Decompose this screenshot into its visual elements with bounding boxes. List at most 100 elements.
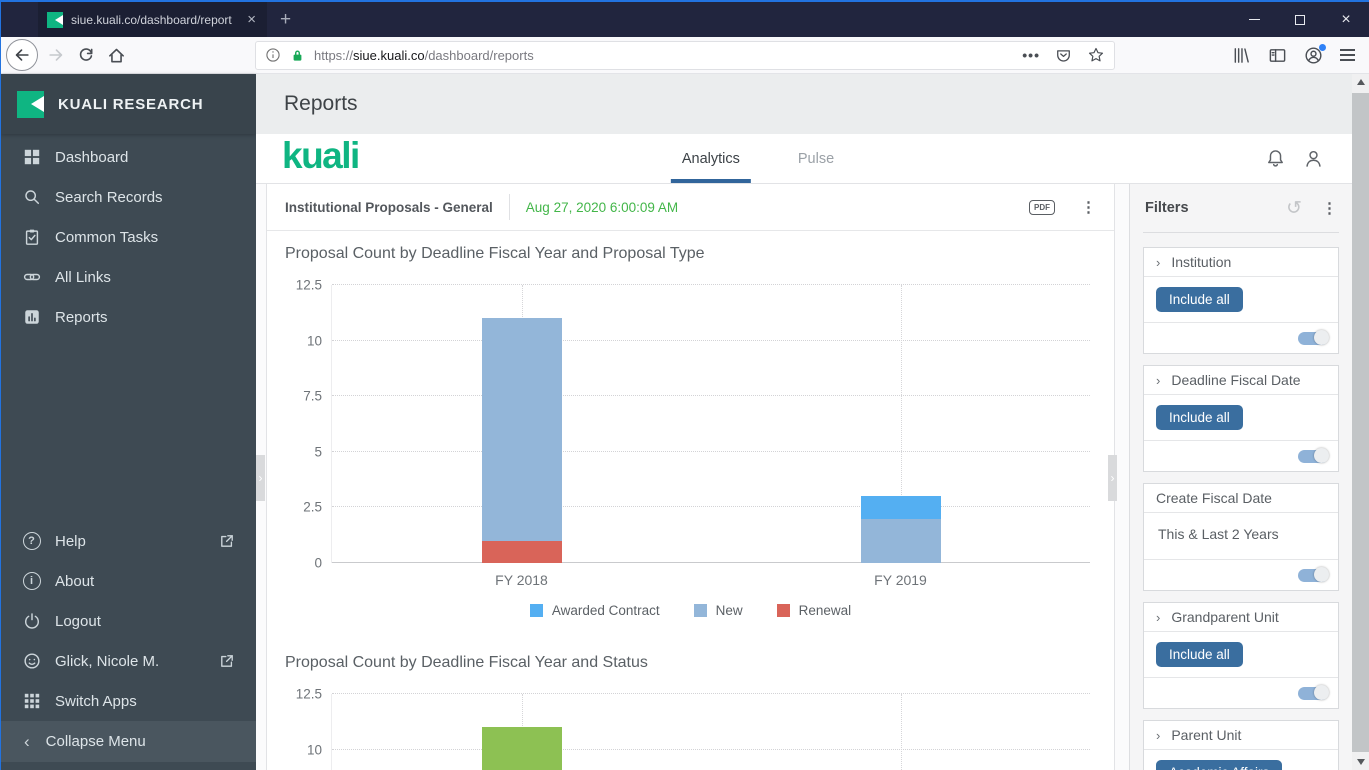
filter-toggle-switch[interactable]	[1298, 448, 1329, 463]
tab-pulse[interactable]: Pulse	[797, 150, 835, 167]
filter-card-body: This & Last 2 Years	[1144, 513, 1338, 560]
tab-close-icon[interactable]: ×	[247, 11, 256, 28]
browser-tab[interactable]: siue.kuali.co/dashboard/report ×	[38, 2, 267, 37]
sidebar-item-reports[interactable]: Reports	[1, 297, 256, 337]
help-icon: ?	[22, 532, 41, 550]
tab-title: siue.kuali.co/dashboard/report	[71, 12, 232, 27]
maximize-button[interactable]	[1277, 2, 1323, 37]
sidebar-item-glick-nicole-m[interactable]: Glick, Nicole M.	[1, 641, 256, 681]
y-tick-label: 2.5	[303, 499, 322, 515]
filter-value-chip[interactable]: Academic Affairs	[1156, 760, 1283, 770]
filter-toggle-switch[interactable]	[1298, 567, 1329, 582]
sidebar-footer-nav: ? Help i About Logout Glick, Nicole M. Switch …	[1, 518, 256, 721]
sidebar-item-about[interactable]: i About	[1, 561, 256, 601]
forward-button[interactable]	[41, 40, 71, 70]
filter-card-header[interactable]: › Deadline Fiscal Date	[1144, 366, 1338, 395]
scroll-up-arrow[interactable]	[1352, 74, 1369, 90]
pdf-export-button[interactable]: PDF	[1029, 199, 1055, 215]
sidebar-item-label: Dashboard	[55, 148, 129, 166]
close-button[interactable]: ×	[1341, 10, 1351, 28]
filters-reset-icon[interactable]: ↺	[1286, 197, 1302, 219]
filters-title: Filters	[1145, 200, 1189, 216]
sidebar-nav: Dashboard Search Records Common Tasks All L…	[1, 134, 256, 337]
notifications-bell-icon[interactable]	[1265, 148, 1286, 169]
filter-value-chip[interactable]: Include all	[1156, 405, 1243, 430]
pocket-icon[interactable]	[1055, 47, 1072, 64]
kuali-favicon	[47, 11, 63, 28]
sidebar-item-logout[interactable]: Logout	[1, 601, 256, 641]
library-icon[interactable]	[1232, 46, 1251, 65]
filters-kebab-icon[interactable]: ⋮	[1322, 199, 1337, 217]
reports-icon	[22, 308, 41, 326]
scrollbar-thumb[interactable]	[1352, 93, 1369, 752]
url-domain: siue.kuali.co	[353, 47, 425, 63]
filter-card-label: Parent Unit	[1171, 727, 1242, 743]
external-link-icon	[219, 653, 235, 669]
sidebar-item-label: Glick, Nicole M.	[55, 652, 160, 670]
sidebar-item-all-links[interactable]: All Links	[1, 257, 256, 297]
filter-toggle-switch[interactable]	[1298, 330, 1329, 345]
logout-icon	[22, 612, 41, 630]
bar-segment	[481, 540, 562, 563]
browser-toolbar: https://siue.kuali.co/dashboard/reports …	[1, 37, 1369, 74]
report-kebab-icon[interactable]: ⋮	[1081, 198, 1096, 216]
external-link-icon	[219, 533, 235, 549]
about-icon: i	[22, 572, 41, 590]
report-title: Institutional Proposals - General	[285, 199, 493, 215]
address-bar[interactable]: https://siue.kuali.co/dashboard/reports …	[255, 40, 1115, 70]
sidebar-resize-handle[interactable]: ›	[256, 455, 265, 501]
scroll-down-arrow[interactable]	[1352, 754, 1369, 770]
chevron-right-icon: ›	[1156, 254, 1161, 270]
url-text[interactable]: https://siue.kuali.co/dashboard/reports	[314, 48, 1013, 63]
new-tab-button[interactable]: +	[280, 8, 292, 30]
filters-divider	[1143, 232, 1339, 233]
filter-card-create-fiscal-date: Create Fiscal Date This & Last 2 Years	[1143, 483, 1339, 591]
url-path: /dashboard/reports	[424, 47, 534, 63]
bar-segment	[481, 318, 562, 541]
filter-value-chip[interactable]: Include all	[1156, 287, 1243, 312]
back-icon	[15, 49, 29, 61]
filter-toggle-switch[interactable]	[1298, 685, 1329, 700]
sidebars-icon[interactable]	[1268, 46, 1287, 65]
profile-person-icon[interactable]	[1303, 148, 1324, 169]
x-category-label: FY 2019	[874, 572, 927, 588]
filter-card-header[interactable]: Create Fiscal Date	[1144, 484, 1338, 513]
legend-item: Awarded Contract	[529, 603, 660, 618]
chart-title: Proposal Count by Deadline Fiscal Year a…	[285, 654, 648, 671]
page-scrollbar[interactable]	[1352, 74, 1369, 770]
filter-value-chip[interactable]: Include all	[1156, 642, 1243, 667]
firefox-account-icon[interactable]	[1304, 43, 1326, 65]
tab-analytics[interactable]: Analytics	[670, 134, 751, 183]
page-info-icon[interactable]	[265, 47, 281, 63]
filter-card-header[interactable]: › Grandparent Unit	[1144, 603, 1338, 632]
sidebar-item-help[interactable]: ? Help	[1, 521, 256, 561]
reload-button[interactable]	[71, 40, 101, 70]
filter-card-grandparent-unit: › Grandparent Unit Include all	[1143, 602, 1339, 709]
lock-icon[interactable]	[290, 48, 305, 63]
home-button[interactable]	[101, 40, 131, 70]
sidebar-item-dashboard[interactable]: Dashboard	[1, 137, 256, 177]
collapse-menu-button[interactable]: ‹ Collapse Menu	[1, 721, 256, 762]
filter-card-header[interactable]: › Parent Unit	[1144, 721, 1338, 750]
stacked-bar-chart: 0 2.5 5 7.5 10 12.5 FY 2018 FY 2019	[296, 278, 1090, 588]
filter-card-footer	[1144, 560, 1338, 590]
sidebar-item-search-records[interactable]: Search Records	[1, 177, 256, 217]
filters-collapse-handle[interactable]: ›	[1108, 455, 1117, 501]
collapse-chevron-icon: ‹	[24, 731, 30, 751]
minimize-button[interactable]	[1231, 2, 1277, 37]
legend-swatch	[529, 604, 543, 617]
gridline	[332, 693, 1090, 694]
menu-hamburger-icon[interactable]	[1340, 49, 1355, 61]
filter-card-header[interactable]: › Institution	[1144, 248, 1338, 277]
bookmark-star-icon[interactable]	[1087, 46, 1105, 64]
report-toolbar: Institutional Proposals - General Aug 27…	[267, 184, 1114, 231]
chevron-right-icon: ›	[1156, 372, 1161, 388]
sidebar-item-switch-apps[interactable]: Switch Apps	[1, 681, 256, 721]
gridline	[332, 395, 1090, 397]
filter-card-body: Include all	[1144, 277, 1338, 323]
page-actions-icon[interactable]: •••	[1022, 47, 1040, 63]
back-button[interactable]	[6, 39, 38, 71]
bar-segment	[481, 727, 562, 770]
sidebar-item-common-tasks[interactable]: Common Tasks	[1, 217, 256, 257]
brand-label: KUALI RESEARCH	[58, 95, 204, 113]
